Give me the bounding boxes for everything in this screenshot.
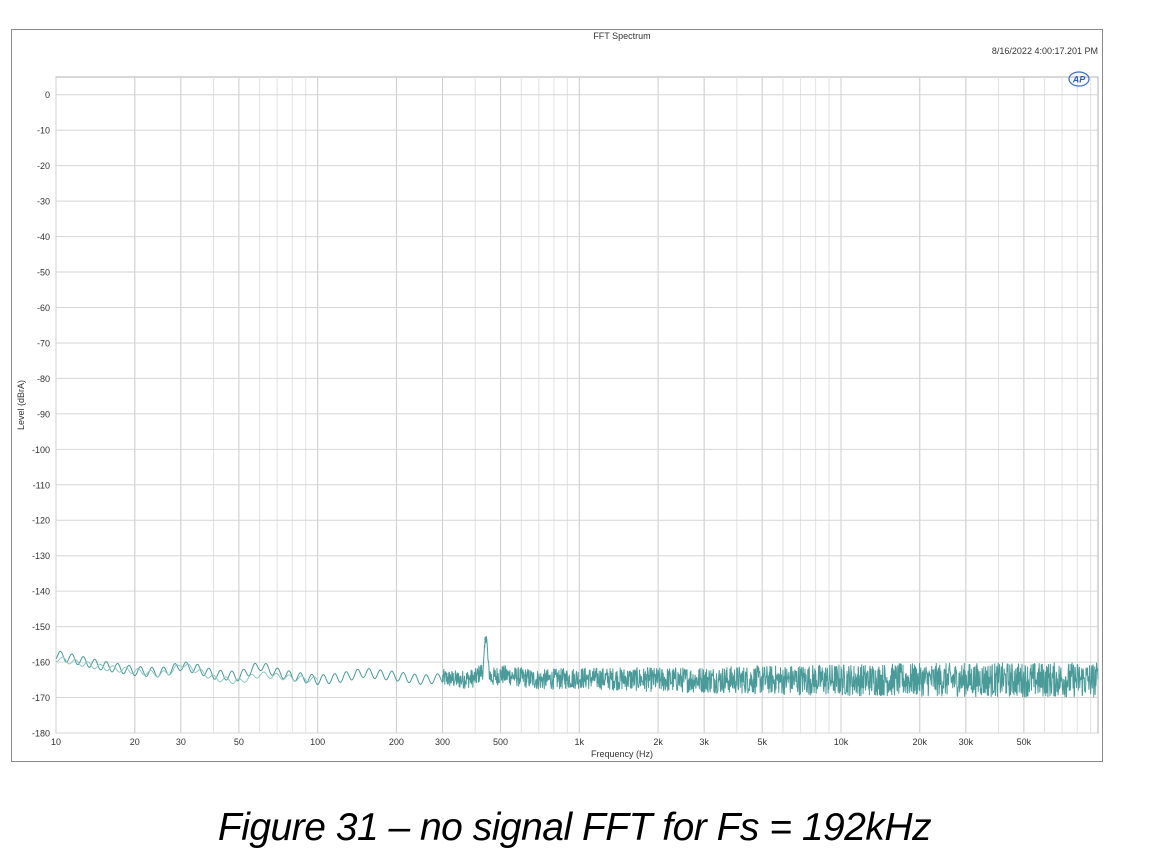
x-tick-label: 1k [575, 737, 585, 747]
chart-timestamp: 8/16/2022 4:00:17.201 PM [992, 46, 1098, 56]
chart-frame: 0 -10 -20 -30 -40 -50 -60 -70 -80 -90 -100 -110 -120… [11, 29, 1103, 762]
y-tick-label: -100 [32, 445, 50, 455]
y-tick-label: -120 [32, 516, 50, 526]
plot-area [55, 76, 1099, 734]
y-tick-label: -40 [37, 232, 50, 242]
x-tick-label: 30k [959, 737, 974, 747]
x-tick-label: 10 [51, 737, 61, 747]
y-tick-label: -180 [32, 729, 50, 739]
x-tick-label: 20k [912, 737, 927, 747]
y-tick-label: 0 [45, 90, 50, 100]
y-tick-label: -90 [37, 409, 50, 419]
series-line-1 [55, 636, 1099, 698]
x-tick-label: 10k [834, 737, 849, 747]
x-tick-label: 20 [130, 737, 140, 747]
y-tick-label: -160 [32, 658, 50, 668]
y-tick-label: -170 [32, 693, 50, 703]
x-tick-label: 3k [699, 737, 709, 747]
x-axis-label: Frequency (Hz) [591, 749, 653, 759]
x-tick-label: 2k [653, 737, 663, 747]
figure-caption: Figure 31 – no signal FFT for Fs = 192kH… [217, 806, 932, 849]
x-tick-label: 30 [176, 737, 186, 747]
x-tick-label: 100 [310, 737, 325, 747]
x-tick-label: 300 [435, 737, 450, 747]
y-tick-label: -150 [32, 622, 50, 632]
y-axis-label: Level (dBrA) [16, 380, 26, 430]
ap-logo-icon [1068, 71, 1090, 87]
series-line-2 [55, 656, 319, 685]
y-tick-label: -70 [37, 338, 50, 348]
x-tick-label: 500 [493, 737, 508, 747]
y-tick-label: -30 [37, 197, 50, 207]
ap-logo-text: AP [1072, 75, 1086, 85]
y-tick-label: -80 [37, 374, 50, 384]
x-tick-label: 5k [757, 737, 767, 747]
y-tick-label: -10 [37, 126, 50, 136]
chart-title: FFT Spectrum [593, 31, 650, 41]
y-tick-label: -60 [37, 303, 50, 313]
x-tick-label: 50k [1017, 737, 1032, 747]
y-tick-label: -140 [32, 587, 50, 597]
y-tick-label: -130 [32, 551, 50, 561]
x-tick-label: 50 [234, 737, 244, 747]
y-tick-label: -110 [33, 480, 50, 490]
y-tick-label: -20 [37, 161, 50, 171]
x-tick-label: 200 [389, 737, 404, 747]
y-tick-label: -50 [37, 268, 50, 278]
fft-chart: 0 -10 -20 -30 -40 -50 -60 -70 -80 -90 -100 -110 -120… [16, 31, 1099, 759]
